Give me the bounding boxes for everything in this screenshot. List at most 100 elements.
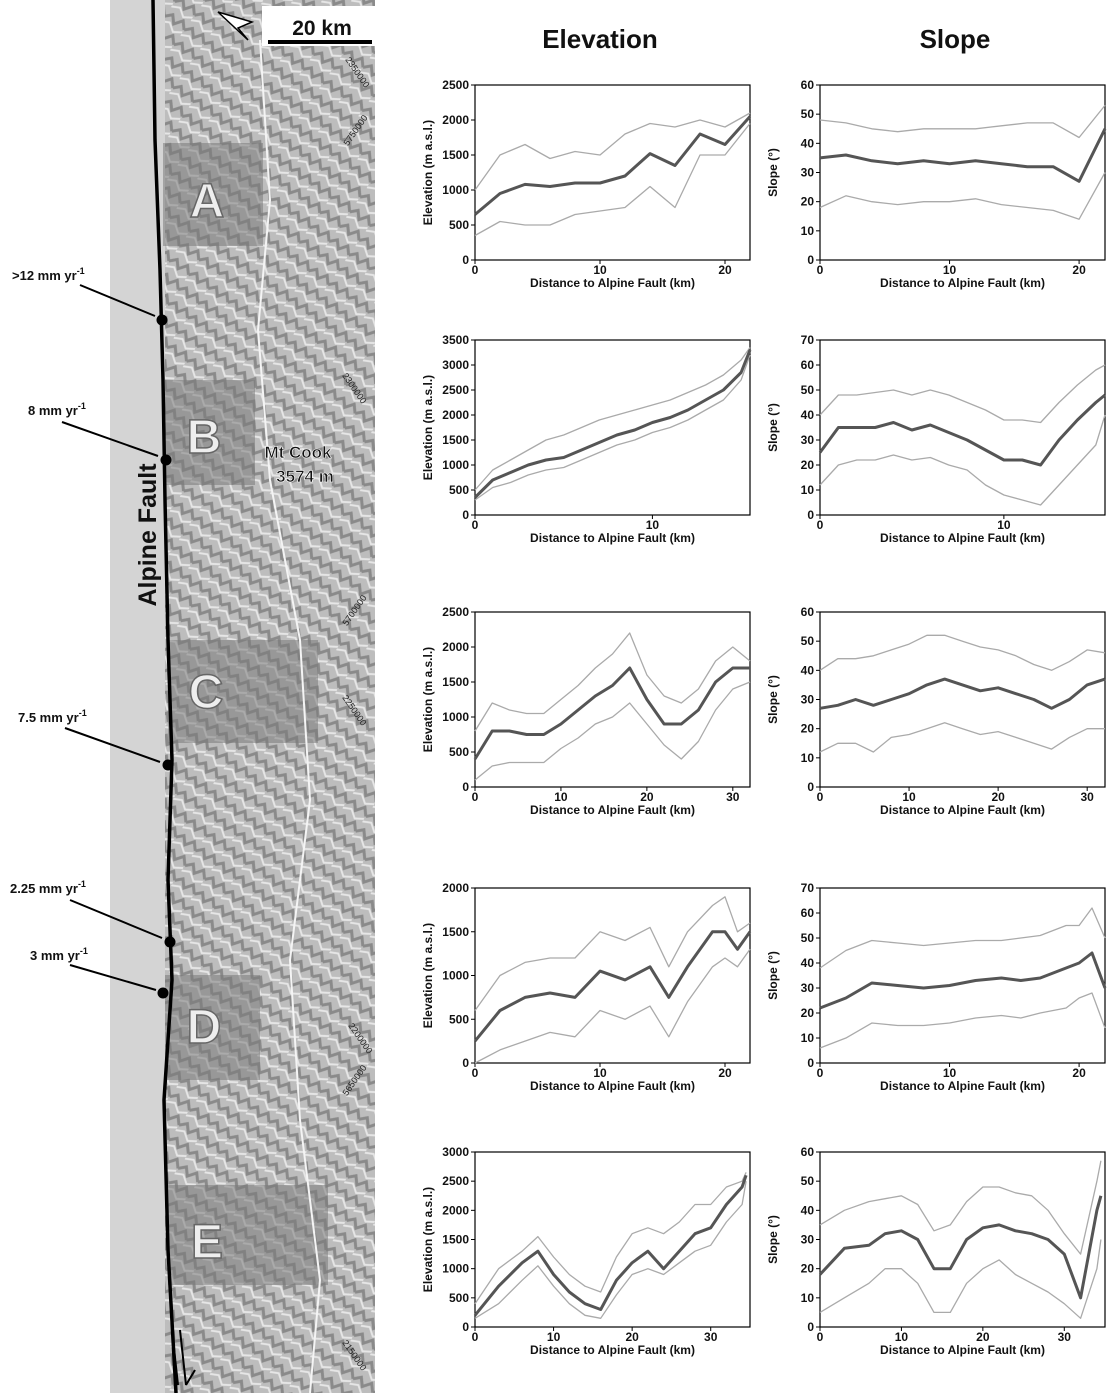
x-tick-label: 20 — [1072, 263, 1086, 277]
series-line — [475, 897, 750, 1011]
figure: >12 mm yr-1 8 mm yr-1 7.5 mm yr-1 2.25 m… — [0, 0, 1111, 1393]
series-line — [475, 1175, 746, 1315]
series-line — [820, 908, 1105, 968]
y-tick-label: 50 — [801, 383, 815, 397]
y-axis-label: Elevation (m a.s.l.) — [421, 647, 435, 752]
y-tick-label: 0 — [807, 253, 814, 267]
y-tick-label: 10 — [801, 224, 815, 238]
y-tick-label: 2000 — [442, 1203, 469, 1217]
series-line — [475, 350, 750, 498]
x-tick-label: 10 — [593, 263, 607, 277]
rate-label: 8 mm yr-1 — [28, 401, 86, 418]
y-axis-label: Slope (°) — [766, 403, 780, 452]
y-tick-label: 1500 — [442, 148, 469, 162]
y-tick-label: 70 — [801, 333, 815, 347]
y-tick-label: 20 — [801, 458, 815, 472]
series-line — [820, 679, 1105, 708]
peak-name: Mt Cook — [264, 443, 332, 462]
y-tick-label: 1000 — [442, 710, 469, 724]
x-tick-label: 0 — [472, 263, 479, 277]
y-tick-label: 2000 — [442, 113, 469, 127]
series-line — [820, 129, 1105, 182]
y-tick-label: 2500 — [442, 605, 469, 619]
x-axis-label: Distance to Alpine Fault (km) — [530, 803, 695, 817]
y-tick-label: 1000 — [442, 969, 469, 983]
x-axis-label: Distance to Alpine Fault (km) — [880, 1343, 1045, 1357]
x-tick-label: 10 — [646, 518, 660, 532]
charts: 0500100015002000250001020Distance to Alp… — [421, 78, 1105, 1357]
x-axis-label: Distance to Alpine Fault (km) — [530, 1343, 695, 1357]
y-tick-label: 0 — [807, 1320, 814, 1334]
x-tick-label: 30 — [1081, 790, 1095, 804]
y-tick-label: 2000 — [442, 640, 469, 654]
peak-height: 3574 m — [276, 467, 334, 486]
y-tick-label: 2500 — [442, 78, 469, 92]
y-tick-label: 10 — [801, 751, 815, 765]
y-tick-label: 30 — [801, 693, 815, 707]
y-tick-label: 500 — [449, 1291, 469, 1305]
y-tick-label: 2000 — [442, 881, 469, 895]
plot-frame — [820, 1152, 1105, 1327]
y-tick-label: 0 — [807, 508, 814, 522]
y-tick-label: 0 — [807, 1056, 814, 1070]
y-tick-label: 40 — [801, 408, 815, 422]
x-tick-label: 0 — [817, 790, 824, 804]
x-tick-label: 10 — [593, 1066, 607, 1080]
y-tick-label: 2000 — [442, 408, 469, 422]
x-tick-label: 0 — [817, 518, 824, 532]
x-tick-label: 30 — [1058, 1330, 1072, 1344]
y-tick-label: 1000 — [442, 1262, 469, 1276]
scale-label: 20 km — [292, 17, 352, 40]
y-tick-label: 50 — [801, 634, 815, 648]
series-line — [820, 395, 1105, 465]
x-tick-label: 30 — [704, 1330, 718, 1344]
y-tick-label: 500 — [449, 745, 469, 759]
x-tick-label: 10 — [895, 1330, 909, 1344]
y-tick-label: 3000 — [442, 358, 469, 372]
x-tick-label: 0 — [817, 263, 824, 277]
y-tick-label: 50 — [801, 107, 815, 121]
y-tick-label: 40 — [801, 136, 815, 150]
series-line — [820, 993, 1105, 1048]
column-header: Slope — [920, 24, 991, 54]
y-tick-label: 3500 — [442, 333, 469, 347]
y-tick-label: 0 — [462, 1056, 469, 1070]
x-tick-label: 20 — [718, 263, 732, 277]
y-tick-label: 60 — [801, 605, 815, 619]
site-dot — [157, 315, 168, 326]
x-tick-label: 20 — [718, 1066, 732, 1080]
region-label: A — [190, 175, 225, 228]
y-tick-label: 1500 — [442, 925, 469, 939]
x-tick-label: 10 — [943, 263, 957, 277]
x-tick-label: 20 — [1072, 1066, 1086, 1080]
y-tick-label: 0 — [462, 1320, 469, 1334]
x-axis-label: Distance to Alpine Fault (km) — [880, 803, 1045, 817]
series-line — [820, 1161, 1101, 1254]
y-tick-label: 0 — [462, 508, 469, 522]
y-tick-label: 1000 — [442, 458, 469, 472]
series-line — [820, 173, 1105, 220]
x-axis-label: Distance to Alpine Fault (km) — [530, 531, 695, 545]
x-tick-label: 0 — [472, 1330, 479, 1344]
x-tick-label: 10 — [554, 790, 568, 804]
x-tick-label: 20 — [625, 1330, 639, 1344]
y-tick-label: 30 — [801, 981, 815, 995]
y-tick-label: 10 — [801, 483, 815, 497]
x-tick-label: 0 — [472, 1066, 479, 1080]
y-tick-label: 30 — [801, 166, 815, 180]
rate-label: 7.5 mm yr-1 — [18, 708, 87, 725]
y-tick-label: 30 — [801, 433, 815, 447]
site-dot — [165, 937, 176, 948]
y-tick-label: 2500 — [442, 383, 469, 397]
series-line — [475, 1181, 746, 1318]
map: >12 mm yr-1 8 mm yr-1 7.5 mm yr-1 2.25 m… — [10, 0, 375, 1393]
x-axis-label: Distance to Alpine Fault (km) — [880, 531, 1045, 545]
y-axis-label: Slope (°) — [766, 148, 780, 197]
rate-label: 3 mm yr-1 — [30, 946, 88, 963]
series-line — [475, 668, 750, 759]
y-tick-label: 3000 — [442, 1145, 469, 1159]
x-tick-label: 0 — [817, 1330, 824, 1344]
x-tick-label: 10 — [902, 790, 916, 804]
y-tick-label: 0 — [462, 253, 469, 267]
plot-frame — [475, 340, 750, 515]
